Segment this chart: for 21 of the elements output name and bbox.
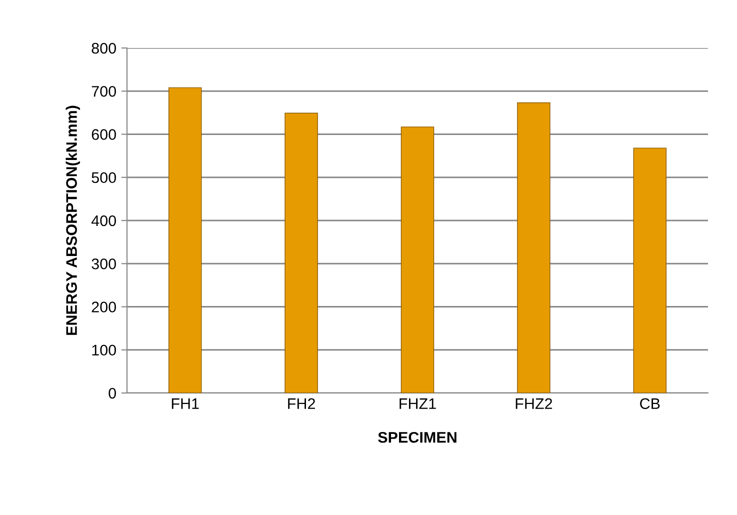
y-tick-label: 100 [92,344,116,356]
x-tick-label: FH2 [288,398,315,409]
x-tick-label: FHZ1 [400,398,436,409]
x-tick-label: CB [640,398,660,410]
bar [517,102,550,393]
y-tick-label: 700 [92,86,116,97]
bar [284,112,318,393]
x-tick-label: FHZ2 [516,398,552,409]
y-tick-label: 0 [108,388,116,399]
y-tick-label: 200 [92,302,116,312]
y-tick-label: 500 [92,172,116,184]
bar [400,126,434,393]
x-axis-title: SPECIMEN [378,432,456,443]
y-tick-label: 800 [92,42,116,54]
y-tick-label: 600 [92,129,116,140]
y-axis-title: ENERGY ABSORPTION(kN.mm) [66,106,80,335]
bar [168,87,202,393]
y-tick-label: 400 [91,215,116,226]
y-tick-label: 300 [92,258,116,270]
bar [633,148,667,393]
x-tick-label: FH1 [172,398,199,409]
